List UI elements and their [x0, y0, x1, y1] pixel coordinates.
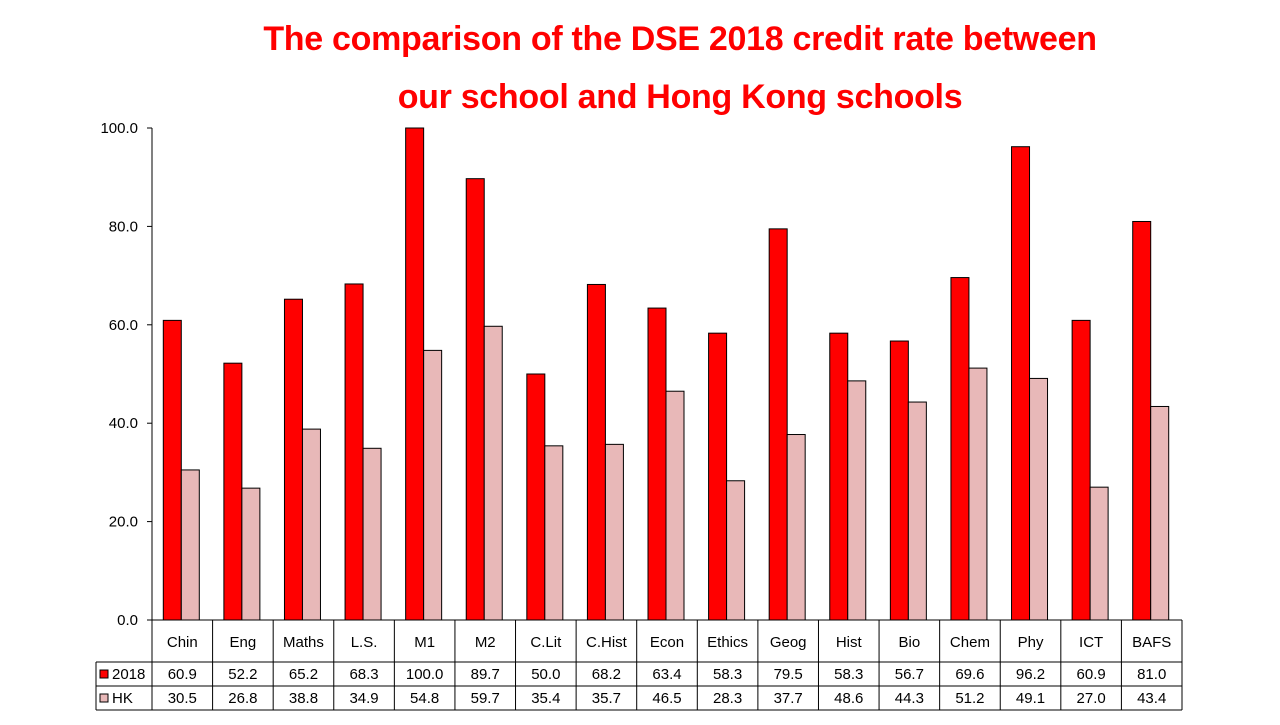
- bar-2018-maths: [283, 298, 303, 621]
- category-label: Chem: [950, 634, 990, 651]
- category-label: C.Lit: [530, 634, 562, 651]
- y-tick-label: 0.0: [117, 612, 138, 629]
- bar-2018-l-s-: [344, 283, 364, 621]
- data-label-hk: 49.1: [1016, 690, 1045, 707]
- category-label: M2: [475, 634, 496, 651]
- category-label: C.Hist: [586, 634, 628, 651]
- y-tick-label: 20.0: [109, 514, 138, 531]
- legend-swatch-hk: [99, 693, 109, 703]
- data-label-hk: 38.8: [289, 690, 318, 707]
- bar-hk-phy: [1029, 377, 1049, 621]
- bar-hk-geog: [786, 434, 806, 621]
- y-tick-label: 60.0: [109, 317, 138, 334]
- category-label: Bio: [899, 634, 921, 651]
- y-tick-label: 100.0: [100, 120, 138, 137]
- data-label-hk: 43.4: [1137, 690, 1166, 707]
- bar-2018-c-hist: [586, 283, 606, 621]
- data-label-2018: 52.2: [228, 666, 257, 683]
- bar-2018-phy: [1011, 146, 1031, 621]
- bar-hk-c-hist: [604, 443, 624, 621]
- data-label-2018: 89.7: [471, 666, 500, 683]
- category-label: L.S.: [351, 634, 378, 651]
- bar-2018-geog: [768, 228, 788, 621]
- data-label-hk: 48.6: [834, 690, 863, 707]
- data-label-2018: 60.9: [1077, 666, 1106, 683]
- data-label-hk: 46.5: [652, 690, 681, 707]
- bar-2018-bio: [889, 340, 909, 621]
- data-label-hk: 35.4: [531, 690, 560, 707]
- data-label-hk: 54.8: [410, 690, 439, 707]
- data-label-2018: 58.3: [713, 666, 742, 683]
- bar-2018-bafs: [1132, 220, 1152, 621]
- chart-title-line-2: our school and Hong Kong schools: [397, 78, 963, 116]
- bar-hk-m2: [483, 325, 503, 621]
- data-label-2018: 65.2: [289, 666, 318, 683]
- data-label-hk: 34.9: [349, 690, 378, 707]
- data-label-hk: 59.7: [471, 690, 500, 707]
- bar-hk-maths: [301, 428, 321, 621]
- bar-hk-bafs: [1150, 405, 1170, 621]
- category-label: Geog: [770, 634, 807, 651]
- category-label: Phy: [1018, 634, 1044, 651]
- bar-hk-eng: [241, 487, 261, 621]
- bar-hk-chem: [968, 367, 988, 621]
- data-label-2018: 56.7: [895, 666, 924, 683]
- bar-2018-m1: [405, 127, 425, 621]
- data-label-hk: 26.8: [228, 690, 257, 707]
- bar-2018-ethics: [708, 332, 728, 621]
- data-label-hk: 51.2: [955, 690, 984, 707]
- data-label-hk: 27.0: [1077, 690, 1106, 707]
- data-label-2018: 81.0: [1137, 666, 1166, 683]
- bar-hk-c-lit: [544, 445, 564, 621]
- category-label: M1: [414, 634, 435, 651]
- legend-swatch-2018: [99, 669, 109, 679]
- category-label: BAFS: [1132, 634, 1171, 651]
- bar-2018-c-lit: [526, 373, 546, 621]
- data-label-2018: 68.3: [349, 666, 378, 683]
- data-label-2018: 68.2: [592, 666, 621, 683]
- chart-title-line-1: The comparison of the DSE 2018 credit ra…: [263, 20, 1097, 58]
- bar-hk-chin: [180, 469, 200, 621]
- data-label-hk: 35.7: [592, 690, 621, 707]
- data-label-2018: 79.5: [774, 666, 803, 683]
- category-label: Maths: [283, 634, 324, 651]
- data-label-2018: 69.6: [955, 666, 984, 683]
- data-label-2018: 100.0: [406, 666, 444, 683]
- data-label-2018: 63.4: [652, 666, 681, 683]
- category-label: Hist: [836, 634, 863, 651]
- y-tick-label: 40.0: [109, 415, 138, 432]
- category-label: Eng: [230, 634, 257, 651]
- bar-hk-bio: [907, 401, 927, 621]
- data-label-hk: 37.7: [774, 690, 803, 707]
- data-label-2018: 60.9: [168, 666, 197, 683]
- chart-title: The comparison of the DSE 2018 credit ra…: [0, 10, 1280, 126]
- bar-hk-ict: [1089, 486, 1109, 621]
- category-label: ICT: [1079, 634, 1103, 651]
- legend-label-hk: HK: [112, 690, 133, 707]
- category-label: Econ: [650, 634, 684, 651]
- bar-2018-econ: [647, 307, 667, 621]
- data-label-hk: 28.3: [713, 690, 742, 707]
- data-label-2018: 96.2: [1016, 666, 1045, 683]
- bar-2018-hist: [829, 332, 849, 621]
- legend-label-2018: 2018: [112, 666, 145, 683]
- bar-hk-m1: [423, 349, 443, 621]
- bar-2018-eng: [223, 362, 243, 621]
- category-label: Chin: [167, 634, 198, 651]
- bar-hk-l-s-: [362, 447, 382, 621]
- bar-2018-chem: [950, 277, 970, 621]
- category-label: Ethics: [707, 634, 748, 651]
- data-label-hk: 44.3: [895, 690, 924, 707]
- bar-hk-econ: [665, 390, 685, 621]
- data-label-2018: 50.0: [531, 666, 560, 683]
- data-label-hk: 30.5: [168, 690, 197, 707]
- bar-2018-chin: [162, 319, 182, 621]
- bar-hk-hist: [847, 380, 867, 621]
- bar-2018-m2: [465, 178, 485, 621]
- bar-2018-ict: [1071, 319, 1091, 621]
- data-label-2018: 58.3: [834, 666, 863, 683]
- bar-hk-ethics: [726, 480, 746, 621]
- y-tick-label: 80.0: [109, 218, 138, 235]
